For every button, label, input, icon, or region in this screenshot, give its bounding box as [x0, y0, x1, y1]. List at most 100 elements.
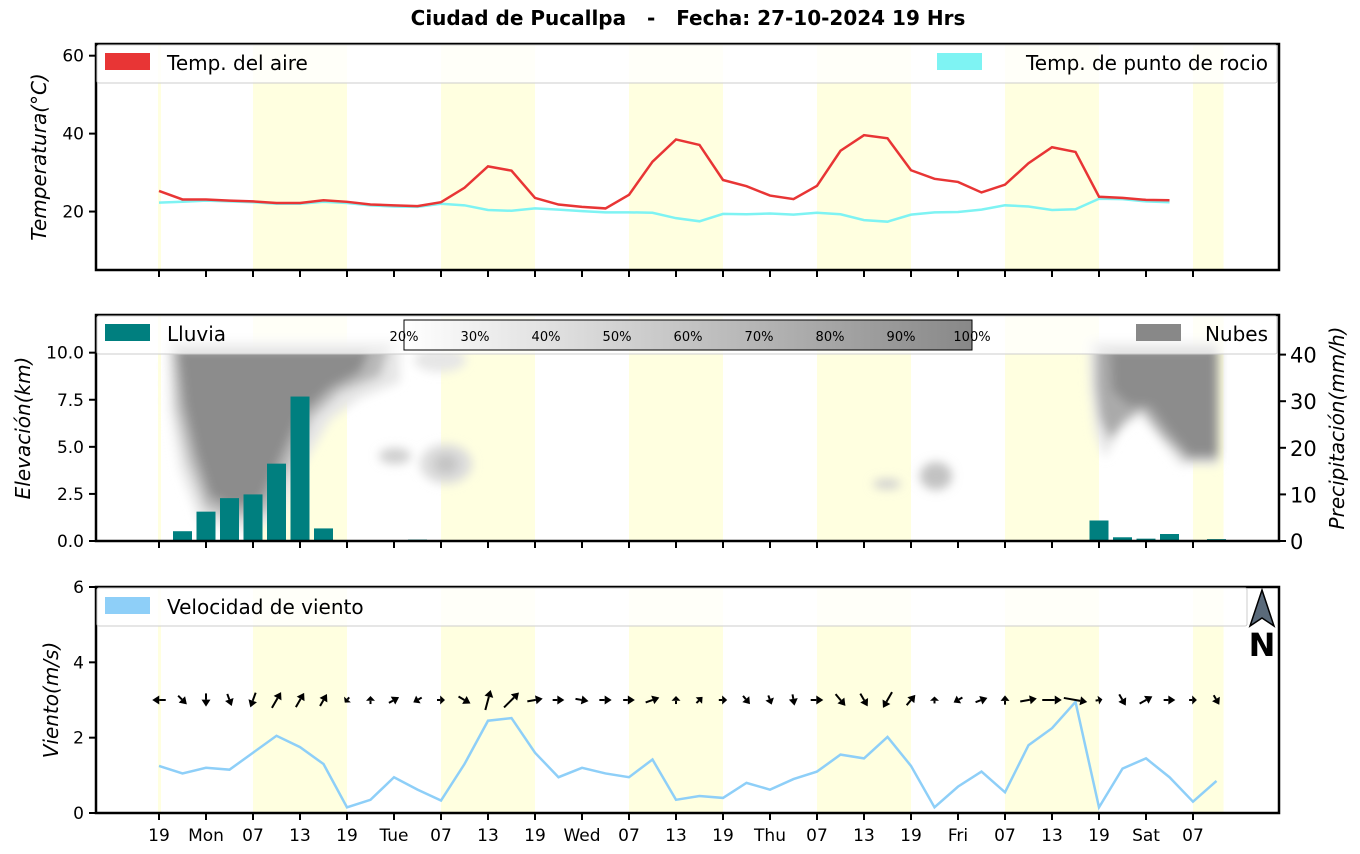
x-tick-label: 07: [994, 826, 1016, 846]
x-tick-label: 07: [1182, 826, 1204, 846]
x-tick-label: 13: [477, 826, 499, 846]
legend-swatch-dew-point: [937, 53, 982, 70]
rain-bar: [290, 396, 310, 541]
wind-direction-arrow: [765, 695, 774, 705]
x-tick-label: Wed: [563, 826, 600, 846]
wind-panel: 0 2 4 6 19 Mon 07 13 19 Tue 07 13 19 Wed 07 13 19 Thu 07 1…: [39, 578, 1281, 846]
colorbar-label: 20%: [390, 330, 419, 345]
wind-direction-arrow: [177, 694, 187, 705]
x-tick-label: 19: [1088, 826, 1110, 846]
x-tick-label: 19: [148, 826, 170, 846]
legend-swatch-air-temp: [105, 53, 150, 70]
wind-direction-arrow: [388, 696, 400, 705]
wind-direction-arrow: [742, 695, 750, 705]
daytime-shade: [158, 315, 161, 541]
rain-bar: [267, 463, 286, 541]
wind-direction-arrow: [953, 695, 963, 704]
x-tick-label: Thu: [753, 826, 786, 846]
temperature-series-line: [158, 133, 1170, 210]
rain-bar: [173, 531, 192, 541]
elevation-ylabel: Elevación(km): [11, 357, 35, 500]
y-tick-label: 60: [62, 47, 84, 67]
colorbar-label: 60%: [674, 330, 703, 345]
cloud-colorbar: [403, 319, 973, 351]
x-tick-label: 19: [336, 826, 358, 846]
y-tick-label: 6: [73, 578, 84, 598]
wind-direction-arrow: [1000, 695, 1010, 705]
colorbar-label: 90%: [887, 330, 916, 345]
y-tick-label-right: 20: [1290, 437, 1317, 461]
colorbar-label: 50%: [603, 330, 632, 345]
legend-label-wind: Velocidad de viento: [167, 595, 364, 619]
x-tick-label: 13: [1041, 826, 1063, 846]
x-tick-label: 07: [430, 826, 452, 846]
rain-bar: [196, 511, 216, 541]
wind-direction-arrow: [930, 696, 939, 704]
legend-label-dew-point: Temp. de punto de rocio: [1025, 51, 1268, 75]
y-tick-label: 0.0: [57, 532, 84, 552]
y-tick-label-right: 0: [1290, 530, 1303, 554]
wind-direction-arrow: [152, 695, 166, 705]
colorbar-label: 80%: [816, 330, 845, 345]
wind-direction-arrow: [575, 695, 589, 705]
chart-title: Ciudad de Pucallpa - Fecha: 27-10-2024 1…: [410, 6, 966, 30]
rain-bar: [220, 498, 239, 541]
x-tick-label: Mon: [188, 826, 224, 846]
y-tick-label-right: 10: [1290, 483, 1317, 507]
wind-direction-arrow: [718, 695, 728, 705]
y-tick-label: 2.5: [57, 485, 84, 505]
wind-direction-arrow: [810, 695, 824, 705]
wind-direction-arrow: [413, 695, 423, 704]
y-tick-label-right: 30: [1290, 390, 1317, 414]
x-tick-label: 13: [665, 826, 687, 846]
wind-direction-arrow: [599, 695, 612, 705]
x-tick-label: 07: [242, 826, 264, 846]
wind-direction-arrow: [458, 695, 471, 704]
wind-direction-arrow: [484, 690, 494, 711]
x-tick-label: Sat: [1132, 826, 1160, 846]
x-tick-label: 07: [618, 826, 640, 846]
wind-direction-arrow: [905, 694, 916, 706]
legend-label-rain: Lluvia: [167, 322, 226, 346]
y-tick-label: 0: [73, 804, 84, 824]
rain-bar: [1113, 537, 1132, 541]
wind-direction-arrow: [552, 695, 565, 705]
legend-swatch-wind: [105, 597, 150, 614]
x-tick-label: 13: [289, 826, 311, 846]
temperature-panel: 20 40 60 Temperatura(°C) Temp. del aire Te…: [27, 42, 1281, 277]
rain-bar: [243, 494, 263, 541]
precipitation-legend: Lluvia Nubes 20% 30% 40% 50% 60% 70% 80% 90% 100…: [96, 315, 1278, 355]
wind-direction-arrow: [1139, 695, 1153, 705]
y-tick-label: 20: [62, 203, 84, 223]
wind-legend: Velocidad de viento: [96, 587, 1248, 627]
wind-direction-arrow: [271, 692, 282, 709]
wind-direction-arrow: [834, 693, 846, 706]
y-tick-label-right: 40: [1290, 344, 1317, 368]
wind-direction-arrow: [671, 695, 681, 705]
temperature-ylabel: Temperatura(°C): [27, 73, 51, 241]
wind-direction-arrow: [527, 695, 543, 705]
x-tick-label: Fri: [948, 826, 968, 846]
wind-direction-arrow: [1042, 695, 1062, 705]
wind-direction-arrow: [1095, 695, 1103, 705]
colorbar-label: 40%: [532, 330, 561, 345]
legend-swatch-rain: [105, 324, 150, 341]
precipitation-panel: 0.0 2.5 5.0 7.5 10.0 0 10 20 30 40 Elevación(km)…: [11, 313, 1349, 554]
colorbar-label: 70%: [745, 330, 774, 345]
wind-direction-arrow: [201, 693, 211, 707]
wind-ylabel: Viento(m/s): [39, 642, 63, 759]
rain-bar: [314, 528, 333, 541]
wind-direction-arrow: [248, 692, 257, 708]
wind-direction-arrow: [623, 695, 635, 705]
x-tick-label: Tue: [378, 826, 408, 846]
legend-label-clouds: Nubes: [1205, 322, 1268, 346]
north-arrow-icon: N: [1248, 587, 1276, 664]
rain-bar: [1160, 534, 1179, 541]
wind-direction-arrow: [1212, 694, 1220, 705]
y-tick-label: 10.0: [46, 344, 84, 364]
legend-swatch-clouds: [1136, 324, 1181, 341]
wind-direction-arrow: [366, 695, 375, 705]
wind-speed-line: [158, 699, 1218, 811]
wind-direction-arrow: [503, 692, 519, 709]
